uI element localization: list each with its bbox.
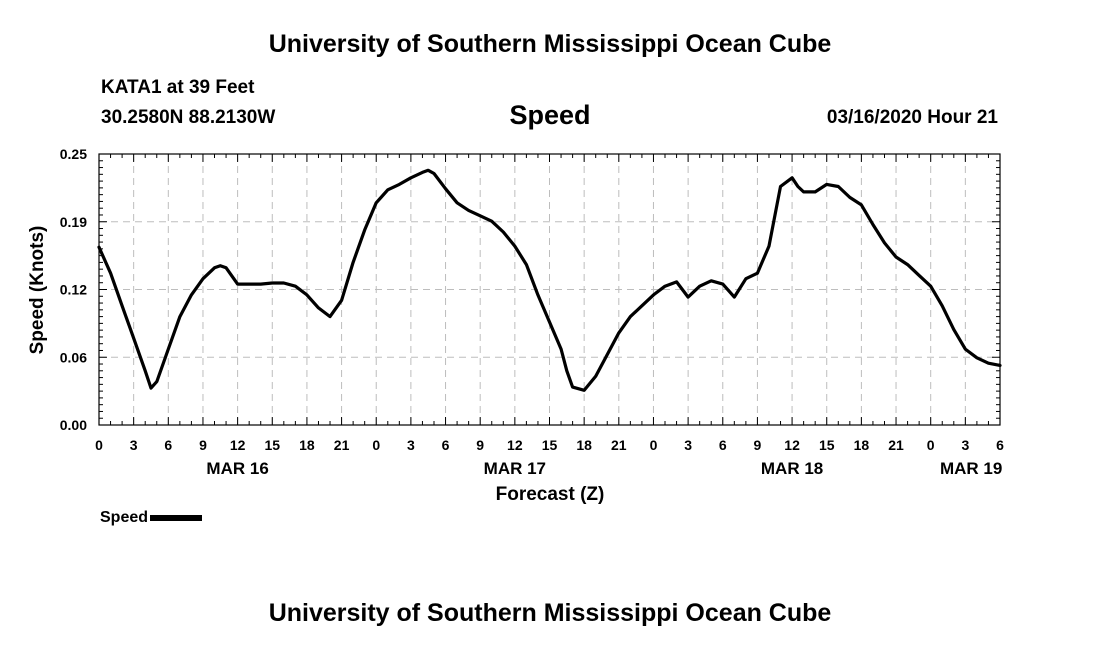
- x-tick-label: 12: [507, 437, 523, 453]
- x-tick-label: 6: [996, 437, 1004, 453]
- footer-title: University of Southern Mississippi Ocean…: [268, 599, 832, 627]
- x-tick-label: 3: [130, 437, 138, 453]
- date-label: MAR 17: [484, 459, 546, 478]
- legend-label: Speed: [100, 509, 149, 526]
- x-tick-label: 9: [199, 437, 207, 453]
- y-tick-label: 0.19: [60, 214, 87, 230]
- x-tick-label: 0: [372, 437, 380, 453]
- x-tick-label: 21: [888, 437, 904, 453]
- x-tick-label: 9: [754, 437, 762, 453]
- grid-layer: [99, 154, 1000, 425]
- x-tick-label: 3: [684, 437, 692, 453]
- page-title: University of Southern Mississippi Ocean…: [268, 30, 832, 58]
- x-tick-label: 9: [476, 437, 484, 453]
- plot-frame: [98, 153, 1001, 426]
- x-tick-label: 6: [719, 437, 727, 453]
- legend: Speed: [100, 509, 203, 527]
- y-tick-label: 0.06: [60, 349, 87, 365]
- y-tick-label: 0.12: [60, 282, 87, 298]
- x-tick-label: 15: [819, 437, 835, 453]
- date-labels: MAR 16 MAR 17 MAR 18 MAR 19: [206, 459, 1002, 478]
- date-label: MAR 16: [206, 459, 268, 478]
- x-axis-label: Forecast (Z): [496, 484, 605, 505]
- x-tick-label: 3: [961, 437, 969, 453]
- station-label: KATA1 at 39 Feet: [101, 77, 255, 98]
- x-axis-ticks: 0 3 6 9 12 15 18 21 0 3 6 9 12 15 18 21 0 3 6 9 12 15 18 21 0 3 6: [95, 437, 1004, 453]
- legend-swatch: [150, 514, 203, 521]
- date-label: MAR 18: [761, 459, 823, 478]
- y-axis-label: Speed (Knots): [27, 226, 48, 355]
- date-label: MAR 19: [940, 459, 1002, 478]
- chart-subtitle: Speed: [509, 100, 591, 130]
- forecast-datetime: 03/16/2020 Hour 21: [826, 107, 998, 128]
- y-axis-ticks: 0.00 0.06 0.12 0.19 0.25: [60, 146, 87, 433]
- y-tick-label: 0.25: [60, 146, 87, 162]
- coordinates-label: 30.2580N 88.2130W: [101, 107, 276, 128]
- x-tick-label: 6: [164, 437, 172, 453]
- y-tick-label: 0.00: [60, 417, 87, 433]
- x-tick-label: 0: [927, 437, 935, 453]
- x-tick-label: 12: [784, 437, 800, 453]
- x-tick-label: 18: [854, 437, 870, 453]
- x-tick-label: 12: [230, 437, 246, 453]
- x-tick-label: 15: [264, 437, 280, 453]
- x-tick-label: 3: [407, 437, 415, 453]
- x-tick-label: 15: [542, 437, 558, 453]
- speed-series-line: [97, 168, 1002, 392]
- x-tick-label: 6: [442, 437, 450, 453]
- x-tick-label: 18: [299, 437, 315, 453]
- x-tick-label: 0: [95, 437, 103, 453]
- x-tick-label: 21: [334, 437, 350, 453]
- x-tick-label: 18: [576, 437, 592, 453]
- x-tick-label: 0: [650, 437, 658, 453]
- x-tick-label: 21: [611, 437, 627, 453]
